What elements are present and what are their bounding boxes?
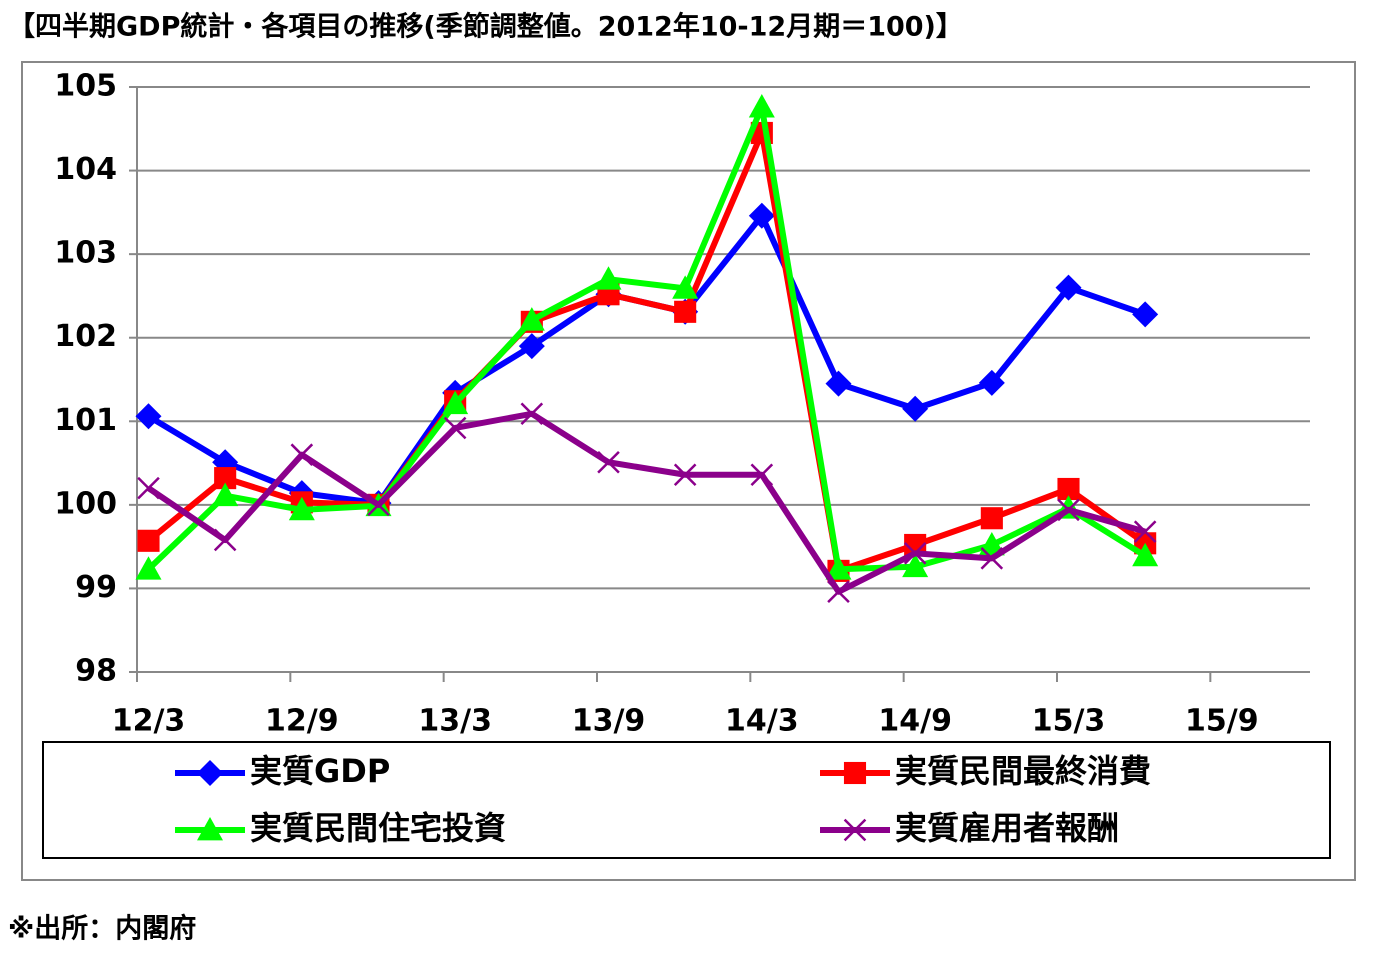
marker — [672, 275, 699, 299]
y-tick-label: 102 — [54, 319, 117, 354]
marker — [290, 443, 314, 466]
series-line — [146, 104, 1147, 573]
marker — [843, 761, 867, 785]
marker — [825, 556, 852, 580]
x-tick-label: 12/3 — [112, 704, 186, 739]
x-tick-label: 13/9 — [572, 704, 646, 739]
x-tick-label: 15/9 — [1185, 704, 1259, 739]
legend-label: 実質民間最終消費 — [895, 752, 1151, 790]
marker — [1055, 274, 1082, 301]
marker — [135, 556, 162, 580]
marker — [903, 542, 927, 565]
x-tick-label: 14/3 — [725, 704, 799, 739]
y-tick-label: 100 — [54, 486, 117, 521]
marker — [1057, 477, 1080, 501]
y-tick-label: 103 — [54, 236, 117, 271]
marker — [518, 307, 545, 331]
marker — [673, 463, 697, 487]
y-tick-label: 99 — [75, 570, 117, 605]
marker — [827, 580, 850, 604]
marker — [518, 333, 545, 360]
legend-label: 実質GDP — [250, 752, 390, 790]
marker — [1132, 301, 1159, 328]
y-tick-label: 101 — [54, 403, 117, 438]
marker — [980, 507, 1003, 530]
marker — [843, 818, 867, 842]
marker — [137, 476, 160, 500]
legend-label: 実質雇用者報酬 — [895, 809, 1119, 847]
y-tick-label: 104 — [54, 152, 117, 187]
marker — [597, 450, 620, 474]
marker — [748, 202, 775, 229]
marker — [748, 94, 775, 118]
marker — [902, 395, 929, 422]
marker — [288, 496, 315, 521]
series-line — [146, 410, 1146, 595]
series-line — [146, 129, 1147, 574]
marker — [595, 266, 622, 290]
y-tick-label: 105 — [54, 69, 117, 104]
marker — [367, 493, 390, 517]
marker — [212, 482, 239, 507]
marker — [197, 817, 223, 841]
marker — [137, 529, 160, 552]
x-tick-label: 12/9 — [265, 704, 339, 739]
source-note: ※出所：内閣府 — [8, 913, 196, 945]
marker — [442, 390, 469, 415]
marker — [1132, 542, 1159, 567]
marker — [674, 300, 697, 323]
marker — [978, 369, 1005, 396]
marker — [213, 528, 237, 552]
marker — [520, 402, 544, 426]
chart-title: 【四半期GDP統計・各項目の推移(季節調整値。2012年10-12月期＝100)… — [8, 11, 963, 43]
x-tick-label: 14/9 — [878, 704, 952, 739]
x-tick-label: 15/3 — [1032, 704, 1106, 739]
marker — [904, 533, 927, 557]
x-tick-label: 13/3 — [418, 704, 492, 739]
marker — [750, 463, 774, 487]
marker — [1057, 498, 1080, 522]
legend-label: 実質民間住宅投資 — [250, 809, 506, 847]
marker — [902, 553, 929, 578]
marker — [1133, 520, 1157, 543]
marker — [197, 760, 223, 786]
marker — [443, 416, 467, 440]
chart-frame — [21, 61, 1356, 881]
legend-box — [42, 741, 1331, 859]
marker — [980, 547, 1004, 570]
marker — [214, 467, 237, 490]
y-tick-label: 98 — [75, 654, 117, 689]
marker — [135, 403, 162, 430]
marker — [825, 370, 852, 397]
marker — [978, 531, 1005, 556]
